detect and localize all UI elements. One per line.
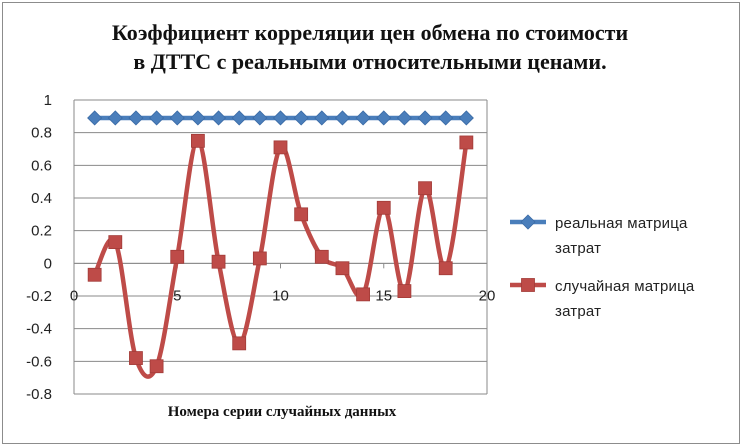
series-2-point <box>170 249 185 264</box>
series-2-point <box>418 181 432 196</box>
legend: реальная матрица затрат случайная матрица з… <box>510 214 695 320</box>
series-2-point <box>108 235 123 250</box>
series-1-point <box>355 110 371 126</box>
x-tick-label: 20 <box>479 287 496 304</box>
series-2-point <box>376 200 391 215</box>
legend-label: затрат <box>555 303 601 320</box>
series-1-point <box>107 110 123 126</box>
legend-label: затрат <box>555 240 601 257</box>
series-2-point <box>232 336 247 351</box>
gridlines <box>74 99 487 395</box>
series-1-point <box>334 110 351 126</box>
legend-swatch-marker <box>520 214 536 230</box>
y-tick-label: -0.6 <box>26 353 52 370</box>
series-1-point <box>149 110 165 126</box>
series-1-point <box>169 110 185 126</box>
series-1-point <box>376 110 392 126</box>
y-tick-label: -0.8 <box>26 386 52 403</box>
series-layer <box>87 110 474 379</box>
legend-item-1: реальная матрица затрат <box>510 214 688 257</box>
x-tick-label: 0 <box>70 287 78 304</box>
series-2-point <box>438 261 453 276</box>
chart-title-line-1: Коэффициент корреляции цен обмена по сто… <box>111 20 629 45</box>
x-tick-label: 15 <box>375 287 392 304</box>
legend-label: случайная матрица <box>555 278 695 295</box>
series-1-point <box>210 110 227 126</box>
x-tick-label: 5 <box>173 287 181 304</box>
series-1-point <box>293 110 309 126</box>
series-1-point <box>190 110 206 126</box>
series-1-point <box>231 110 247 126</box>
series-2-point <box>129 351 143 365</box>
y-tick-label: 0.8 <box>31 125 52 142</box>
y-tick-label: -0.2 <box>26 288 52 305</box>
y-tick-label: 0 <box>44 255 52 272</box>
series-1-point <box>396 110 412 126</box>
legend-swatch-marker <box>521 278 535 292</box>
y-tick-label: -0.4 <box>26 321 52 338</box>
series-2-point <box>87 267 102 282</box>
series-1-point <box>417 110 433 126</box>
series-1-point <box>87 110 103 126</box>
chart-title-line-2: в ДТТС с реальными относительными ценами… <box>133 49 607 74</box>
y-tick-label: 1 <box>44 92 52 109</box>
x-axis-label: Номера серии случайных данных <box>168 404 397 420</box>
series-2-point <box>459 135 474 150</box>
series-2 <box>87 133 474 379</box>
series-1-point <box>272 110 289 126</box>
series-2-point <box>294 207 309 222</box>
series-2-point <box>252 251 267 266</box>
chart-frame <box>2 2 740 444</box>
series-1 <box>87 110 474 126</box>
series-2-point <box>335 261 350 276</box>
series-2-point <box>211 254 226 269</box>
series-1-point <box>458 110 474 126</box>
y-tick-label: 0.2 <box>31 223 52 240</box>
y-tick-label: 0.6 <box>31 157 52 174</box>
chart-title: Коэффициент корреляции цен обмена по сто… <box>40 18 700 76</box>
series-2-point <box>190 133 205 148</box>
series-2-point <box>149 359 164 374</box>
legend-item-2: случайная матрица затрат <box>510 278 695 320</box>
series-2-point <box>273 140 288 155</box>
series-2-point <box>356 287 371 302</box>
series-2-point <box>314 249 329 264</box>
tick-labels: -0.8-0.6-0.4-0.200.20.40.60.810 5 10 15 20 <box>26 92 495 403</box>
series-2-point <box>397 284 412 299</box>
legend-label: реальная матрица <box>555 215 688 232</box>
series-1-point <box>438 110 454 126</box>
series-1-point <box>314 110 330 126</box>
series-2-line <box>92 138 469 379</box>
series-1-point <box>128 110 144 126</box>
x-tick-label: 10 <box>272 287 289 304</box>
y-tick-label: 0.4 <box>31 190 52 207</box>
series-1-point <box>252 110 268 126</box>
